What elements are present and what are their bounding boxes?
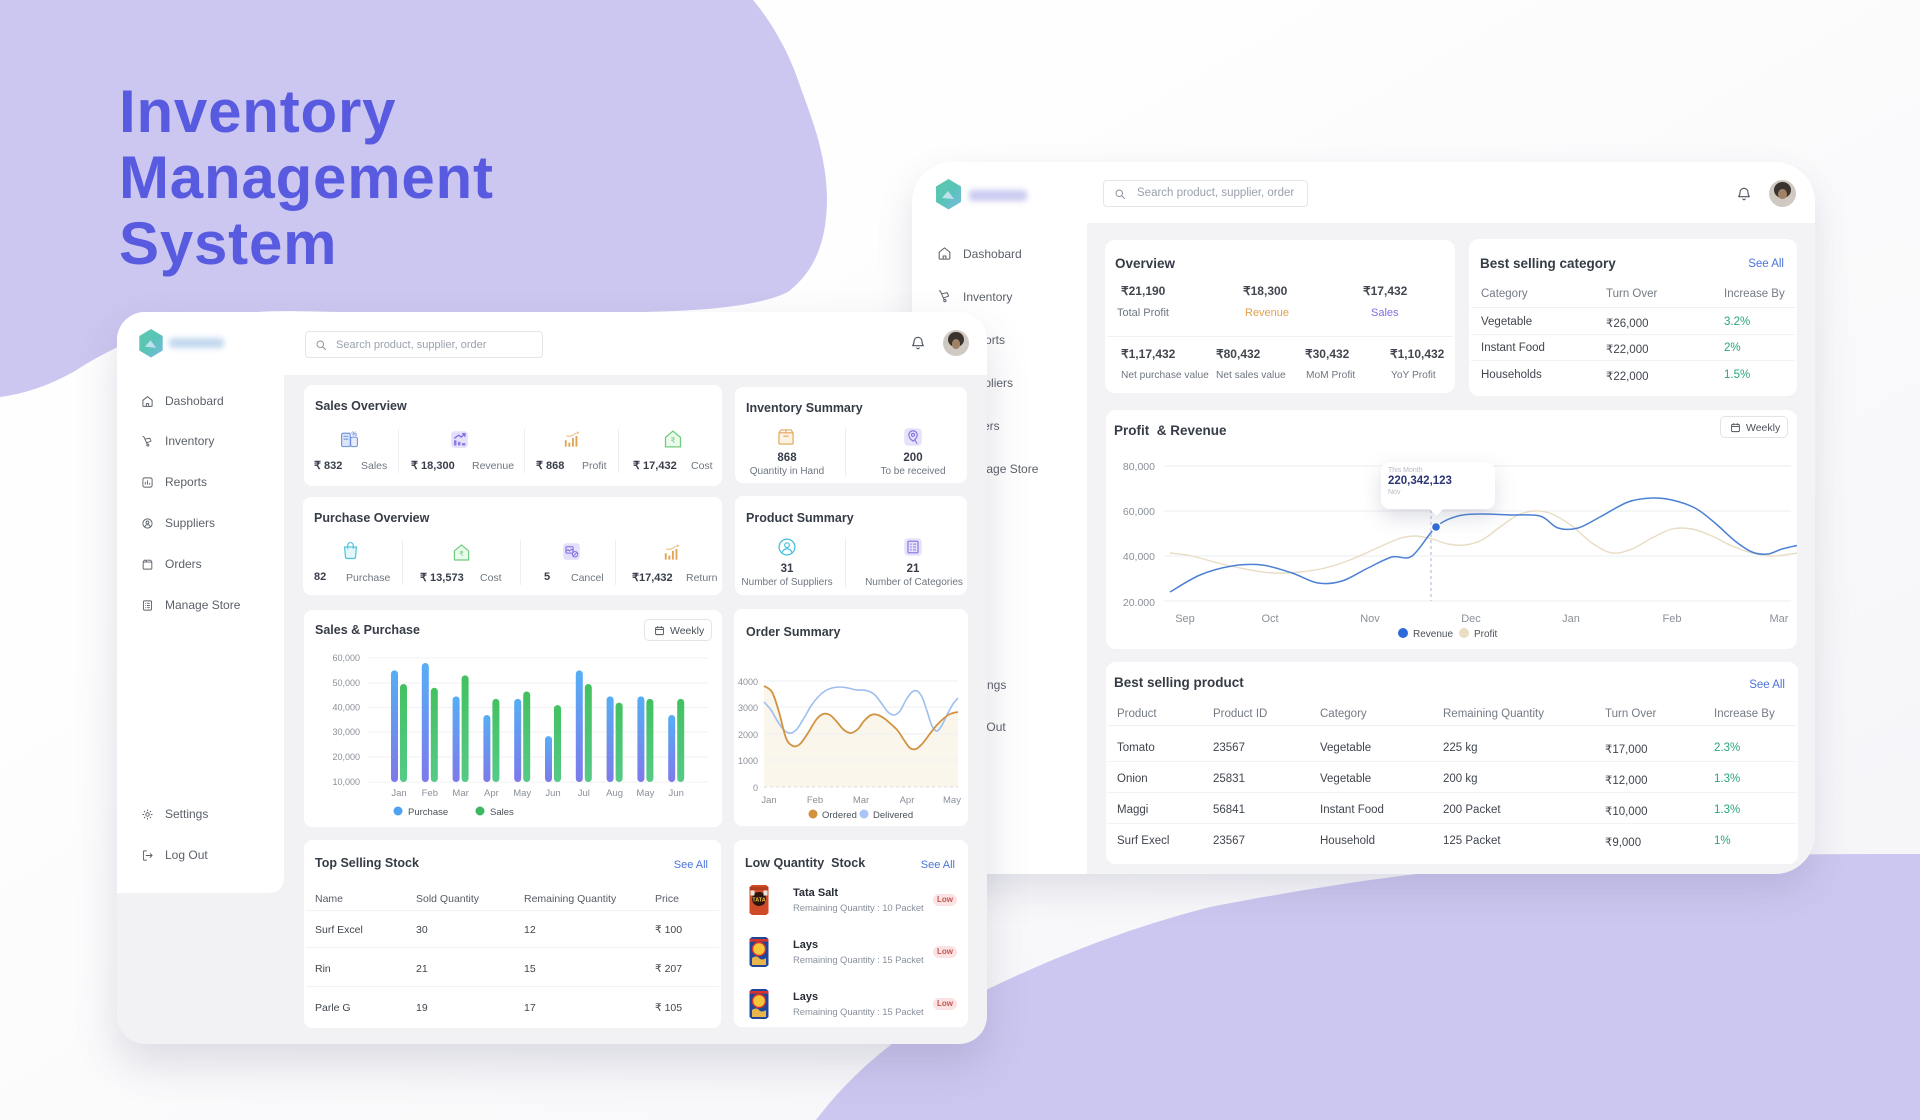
svg-text:May: May bbox=[636, 788, 654, 799]
svg-text:Ordered: Ordered bbox=[822, 810, 857, 821]
svg-text:Apr: Apr bbox=[484, 788, 499, 799]
svg-text:Revenue: Revenue bbox=[1413, 629, 1453, 640]
svg-text:40,000: 40,000 bbox=[332, 703, 360, 713]
svg-text:Mar: Mar bbox=[853, 795, 869, 806]
svg-text:60,000: 60,000 bbox=[1123, 506, 1155, 518]
svg-text:Mar: Mar bbox=[1770, 613, 1789, 625]
svg-text:0: 0 bbox=[753, 783, 758, 793]
svg-text:Feb: Feb bbox=[422, 788, 438, 799]
svg-text:Nov: Nov bbox=[1360, 613, 1380, 625]
svg-text:Jun: Jun bbox=[669, 788, 684, 799]
svg-text:20.000: 20.000 bbox=[1123, 597, 1155, 609]
svg-text:4000: 4000 bbox=[738, 677, 758, 687]
svg-text:TATA: TATA bbox=[752, 898, 765, 904]
svg-text:Aug: Aug bbox=[606, 788, 623, 799]
svg-text:Jan: Jan bbox=[391, 788, 406, 799]
svg-text:80,000: 80,000 bbox=[1123, 461, 1155, 473]
svg-text:Dec: Dec bbox=[1461, 613, 1481, 625]
svg-text:Profit: Profit bbox=[1474, 629, 1498, 640]
svg-text:Jan: Jan bbox=[1562, 613, 1580, 625]
svg-text:Feb: Feb bbox=[1663, 613, 1682, 625]
svg-text:10,000: 10,000 bbox=[332, 777, 360, 787]
svg-text:30,000: 30,000 bbox=[332, 727, 360, 737]
svg-text:₹: ₹ bbox=[671, 436, 676, 445]
svg-text:20,000: 20,000 bbox=[332, 752, 360, 762]
svg-text:Delivered: Delivered bbox=[873, 810, 913, 821]
svg-text:Apr: Apr bbox=[900, 795, 915, 806]
svg-text:1000: 1000 bbox=[738, 756, 758, 766]
svg-text:May: May bbox=[943, 795, 961, 806]
svg-text:%: % bbox=[351, 431, 357, 438]
svg-text:Purchase: Purchase bbox=[408, 807, 448, 818]
svg-text:Jul: Jul bbox=[578, 788, 590, 799]
svg-text:60,000: 60,000 bbox=[332, 653, 360, 663]
svg-text:₹: ₹ bbox=[459, 550, 464, 558]
svg-text:May: May bbox=[513, 788, 531, 799]
svg-text:Jan: Jan bbox=[761, 795, 776, 806]
svg-text:Sales: Sales bbox=[490, 807, 514, 818]
svg-text:Jun: Jun bbox=[545, 788, 560, 799]
svg-text:Mar: Mar bbox=[452, 788, 468, 799]
svg-text:Feb: Feb bbox=[807, 795, 823, 806]
svg-text:2000: 2000 bbox=[738, 730, 758, 740]
svg-text:Oct: Oct bbox=[1261, 613, 1278, 625]
svg-text:40,000: 40,000 bbox=[1123, 551, 1155, 563]
svg-text:Sep: Sep bbox=[1175, 613, 1195, 625]
svg-text:3000: 3000 bbox=[738, 703, 758, 713]
svg-text:50,000: 50,000 bbox=[332, 678, 360, 688]
